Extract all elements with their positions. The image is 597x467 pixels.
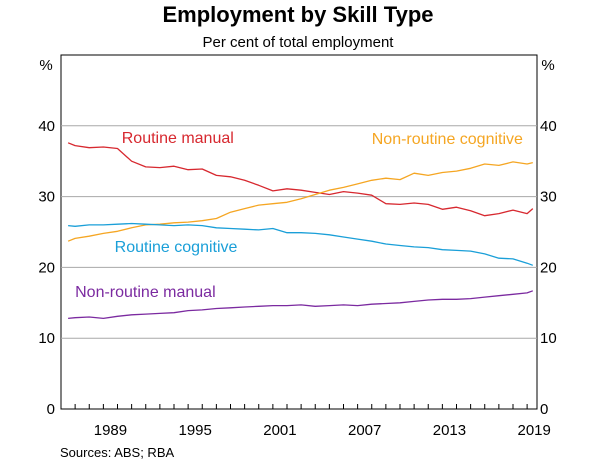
plot-frame — [60, 54, 538, 410]
chart-subtitle: Per cent of total employment — [203, 34, 395, 51]
y-tick-right: 30 — [540, 189, 557, 206]
series-labels: Routine manual Non-routine cognitive Routi… — [75, 130, 523, 301]
x-tick-label: 1989 — [94, 422, 127, 439]
x-tick-label: 1995 — [178, 422, 211, 439]
chart-title: Employment by Skill Type — [163, 2, 434, 27]
y-tick-right: 40 — [540, 118, 557, 135]
y-tick-left: 20 — [38, 259, 55, 276]
y-tick-left: 40 — [38, 118, 55, 135]
series-line-routine-manual — [67, 142, 534, 217]
series-label-routine-cognitive: Routine cognitive — [115, 239, 238, 256]
y-tick-left: 10 — [38, 330, 55, 347]
grid-lines — [61, 125, 537, 339]
x-tick-label: 2001 — [263, 422, 296, 439]
series-line-non-routine-manual — [68, 290, 534, 320]
x-tick-label: 2007 — [348, 422, 381, 439]
source-note: Sources: ABS; RBA — [60, 445, 174, 460]
x-tick-label: 2013 — [433, 422, 466, 439]
series-label-non-routine-cognitive: Non-routine cognitive — [372, 131, 523, 148]
series-line-routine-cognitive — [68, 222, 534, 266]
y-tick-right: 20 — [540, 259, 557, 276]
x-tick-label: 2019 — [517, 422, 550, 439]
y-unit-left: % — [39, 57, 52, 74]
y-tick-left: 30 — [38, 189, 55, 206]
series-label-routine-manual: Routine manual — [122, 130, 234, 147]
y-unit-right: % — [541, 57, 554, 74]
series-lines — [67, 142, 534, 320]
y-tick-left: 0 — [47, 401, 55, 418]
axes: 0 0 10 10 20 20 30 30 40 40 1989 1995 2001 2007 2013 20… — [38, 118, 556, 439]
series-line-non-routine-cognitive — [67, 161, 533, 242]
y-tick-right: 0 — [540, 401, 548, 418]
series-label-non-routine-manual: Non-routine manual — [75, 284, 216, 301]
y-tick-right: 10 — [540, 330, 557, 347]
